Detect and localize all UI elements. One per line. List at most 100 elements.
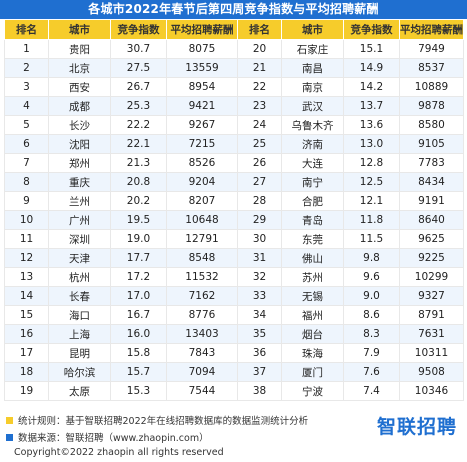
table-cell: 长春 (48, 286, 111, 306)
table-cell: 10299 (399, 267, 464, 287)
column-header: 排名 (4, 19, 49, 40)
table-cell: 7949 (399, 39, 464, 59)
table-cell: 1 (4, 39, 49, 59)
table-cell: 青岛 (281, 210, 344, 230)
table-cell: 29 (237, 210, 282, 230)
table-cell: 7.9 (343, 343, 400, 363)
table-cell: 9421 (166, 96, 238, 116)
table-cell: 27 (237, 172, 282, 192)
table-cell: 8526 (166, 153, 238, 173)
table-cell: 昆明 (48, 343, 111, 363)
page-title: 各城市2022年春节后第四周竞争指数与平均招聘薪酬 (0, 0, 467, 19)
table-row: 13 杭州 17.2 11532 32 苏州 9.6 10299 (4, 267, 464, 287)
table-cell: 南宁 (281, 172, 344, 192)
table-row: 15 海口 16.7 8776 34 福州 8.6 8791 (4, 305, 464, 325)
table-cell: 20.8 (110, 172, 167, 192)
table-cell: 10648 (166, 210, 238, 230)
table-cell: 无锡 (281, 286, 344, 306)
table-row: 10 广州 19.5 10648 29 青岛 11.8 8640 (4, 210, 464, 230)
table-cell: 5 (4, 115, 49, 135)
table-cell: 15.1 (343, 39, 400, 59)
table-cell: 东莞 (281, 229, 344, 249)
table-cell: 上海 (48, 324, 111, 344)
table-row: 11 深圳 19.0 12791 30 东莞 11.5 9625 (4, 229, 464, 249)
table-cell: 太原 (48, 381, 111, 401)
table-cell: 9.6 (343, 267, 400, 287)
table-cell: 8.3 (343, 324, 400, 344)
table-cell: 9.8 (343, 248, 400, 268)
table-cell: 海口 (48, 305, 111, 325)
table-cell: 厦门 (281, 362, 344, 382)
table-cell: 12.8 (343, 153, 400, 173)
table-cell: 8075 (166, 39, 238, 59)
table-cell: 8580 (399, 115, 464, 135)
table-cell: 8 (4, 172, 49, 192)
copyright: Copyright©2022 zhaopin all rights reserv… (14, 447, 224, 458)
table-cell: 16.7 (110, 305, 167, 325)
table-cell: 贵阳 (48, 39, 111, 59)
table-cell: 16.0 (110, 324, 167, 344)
table-cell: 8434 (399, 172, 464, 192)
table-cell: 北京 (48, 58, 111, 78)
table-cell: 8640 (399, 210, 464, 230)
table-cell: 9327 (399, 286, 464, 306)
table-cell: 21 (237, 58, 282, 78)
table-cell: 天津 (48, 248, 111, 268)
table-cell: 7783 (399, 153, 464, 173)
column-header: 竞争指数 (110, 19, 167, 40)
table-cell: 26.7 (110, 77, 167, 97)
column-header: 竞争指数 (343, 19, 400, 40)
table-cell: 32 (237, 267, 282, 287)
table-row: 19 太原 15.3 7544 38 宁波 7.4 10346 (4, 381, 464, 401)
table-cell: 24 (237, 115, 282, 135)
table-cell: 23 (237, 96, 282, 116)
table-cell: 珠海 (281, 343, 344, 363)
table-cell: 26 (237, 153, 282, 173)
table-row: 14 长春 17.0 7162 33 无锡 9.0 9327 (4, 286, 464, 306)
table-cell: 12 (4, 248, 49, 268)
table-cell: 37 (237, 362, 282, 382)
table-cell: 8791 (399, 305, 464, 325)
table-cell: 15 (4, 305, 49, 325)
table-cell: 9191 (399, 191, 464, 211)
table-cell: 合肥 (281, 191, 344, 211)
table-header-row: 排名 城市 竞争指数 平均招聘薪酬 排名 城市 竞争指数 平均招聘薪酬 (4, 19, 464, 40)
table-cell: 11 (4, 229, 49, 249)
table-cell: 9.0 (343, 286, 400, 306)
table-cell: 沈阳 (48, 134, 111, 154)
table-cell: 36 (237, 343, 282, 363)
table-cell: 7544 (166, 381, 238, 401)
table-cell: 12.1 (343, 191, 400, 211)
table-cell: 28 (237, 191, 282, 211)
table-cell: 22 (237, 77, 282, 97)
table-cell: 31 (237, 248, 282, 268)
table-cell: 8.6 (343, 305, 400, 325)
table-cell: 15.8 (110, 343, 167, 363)
table-cell: 烟台 (281, 324, 344, 344)
table-cell: 15.3 (110, 381, 167, 401)
column-header: 平均招聘薪酬 (399, 19, 464, 40)
table-cell: 8548 (166, 248, 238, 268)
table-cell: 西安 (48, 77, 111, 97)
table-cell: 19 (4, 381, 49, 401)
table-cell: 15.7 (110, 362, 167, 382)
table-cell: 16 (4, 324, 49, 344)
table-row: 12 天津 17.7 8548 31 佛山 9.8 9225 (4, 248, 464, 268)
table-cell: 22.2 (110, 115, 167, 135)
table-cell: 20 (237, 39, 282, 59)
ranking-table: 排名 城市 竞争指数 平均招聘薪酬 排名 城市 竞争指数 平均招聘薪酬 1 贵阳 30.7 8075… (4, 19, 464, 401)
table-cell: 9 (4, 191, 49, 211)
table-cell: 8776 (166, 305, 238, 325)
table-cell: 2 (4, 58, 49, 78)
table-cell: 7.6 (343, 362, 400, 382)
table-row: 17 昆明 15.8 7843 36 珠海 7.9 10311 (4, 343, 464, 363)
table-cell: 17.0 (110, 286, 167, 306)
table-cell: 苏州 (281, 267, 344, 287)
table-cell: 广州 (48, 210, 111, 230)
table-cell: 22.1 (110, 134, 167, 154)
table-cell: 30 (237, 229, 282, 249)
table-cell: 南昌 (281, 58, 344, 78)
column-header: 平均招聘薪酬 (166, 19, 238, 40)
table-cell: 大连 (281, 153, 344, 173)
table-cell: 8954 (166, 77, 238, 97)
